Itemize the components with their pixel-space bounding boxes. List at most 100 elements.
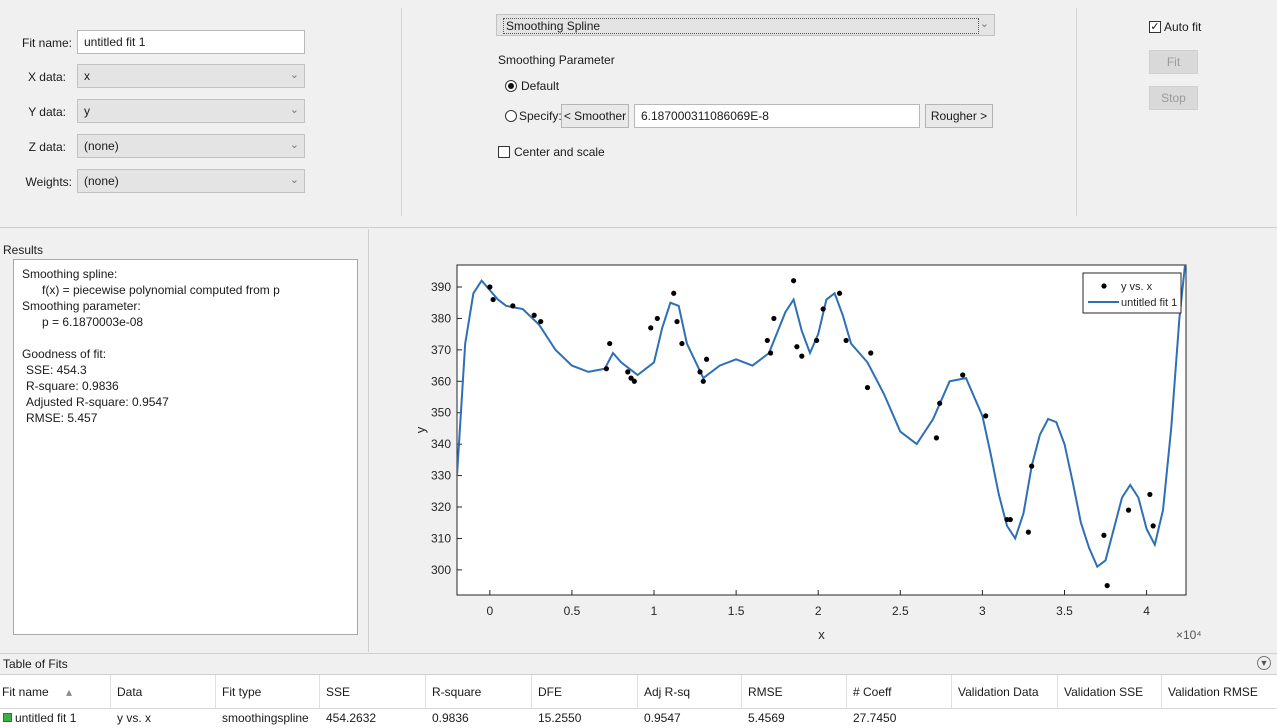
panel-divider [1076,8,1077,216]
data-point [790,278,797,284]
z-data-select[interactable]: (none) ⌄ [77,134,305,158]
results-line: Goodness of fit: [22,347,107,361]
y-tick-label: 350 [431,406,451,420]
column-header[interactable]: Fit type [222,685,262,699]
y-tick-label: 370 [431,343,451,357]
table-of-fits-titlebar: Table of Fits ▼ [0,653,1277,675]
auto-fit-label: Auto fit [1164,20,1202,34]
column-header[interactable]: Adj R-sq [644,685,691,699]
plot-area [456,264,1187,596]
data-point [490,296,496,303]
column-divider [637,675,638,728]
table-cell: 454.2632 [326,711,377,725]
chevron-down-icon: ⌄ [289,174,299,186]
column-header[interactable]: DFE [538,685,562,699]
x-axis-label: x [818,627,825,642]
table-header: Fit name ▴ Data Fit type SSE R-square DFE Adj R… [0,675,1277,728]
collapse-chevron-icon[interactable]: ▼ [1257,656,1271,670]
data-point [648,325,654,331]
legend-label: untitled fit 1 [1121,297,1177,309]
plot-panel: 0 0.5 1 1.5 2 2.5 3 3.5 4 300 310 320 330 340 350 360 37… [370,229,1277,652]
x-tick-label: 3.5 [1056,604,1073,618]
data-point [799,353,805,359]
data-point [1007,516,1013,523]
x-tick-label: 2.5 [892,604,909,618]
default-radio[interactable] [505,80,517,92]
data-point [794,344,800,350]
data-point [697,369,703,375]
data-point [1025,529,1031,535]
column-divider [1057,675,1058,728]
column-header[interactable]: Validation SSE [1064,685,1144,699]
data-point [764,337,770,344]
data-point [531,312,537,318]
x-tick-label: 1.5 [728,604,745,618]
data-point [960,372,966,378]
y-tick-label: 340 [431,437,451,451]
data-point [836,290,843,296]
data-point [813,337,820,344]
fit-status-icon [3,713,12,722]
chevron-down-icon: ⌄ [289,69,299,81]
data-point [771,315,777,322]
fit-plot[interactable]: 0 0.5 1 1.5 2 2.5 3 3.5 4 300 310 320 330 340 350 360 37… [370,229,1277,652]
legend-label: y vs. x [1121,281,1153,293]
data-point [510,303,516,309]
data-point [933,435,940,441]
results-line: p = 6.1870003e-08 [42,315,144,329]
x-data-value: x [84,69,90,83]
data-point [607,340,613,347]
results-line [22,330,349,346]
weights-label: Weights: [25,175,72,189]
column-header[interactable]: R-square [432,685,482,699]
y-data-label: Y data: [28,105,66,119]
data-point [625,369,631,375]
auto-fit-checkbox[interactable]: ✓ [1149,21,1161,33]
column-header[interactable]: Validation Data [958,685,1039,699]
table-row[interactable]: untitled fit 1 y vs. x smoothingspline 454.… [0,709,1277,728]
results-text-box: Smoothing spline: f(x) = piecewise polyno… [13,259,358,635]
data-point [1029,463,1035,469]
weights-select[interactable]: (none) ⌄ [77,169,305,193]
results-line: R-square: 0.9836 [26,379,119,393]
data-point [487,284,493,290]
y-data-select[interactable]: y ⌄ [77,99,305,123]
table-cell: 0.9836 [432,711,469,725]
column-divider [951,675,952,728]
column-header[interactable]: RMSE [748,685,783,699]
data-point [703,356,710,362]
z-data-label: Z data: [28,140,66,154]
fit-button[interactable]: Fit [1149,50,1198,74]
data-point [843,337,849,344]
y-tick-label: 300 [431,563,451,577]
panel-divider [401,8,402,216]
y-axis-label: y [413,426,428,433]
column-header[interactable]: # Coeff [853,685,892,699]
smoother-button[interactable]: < Smoother [561,104,629,128]
specify-radio[interactable] [505,110,517,122]
fit-configuration-panel: Fit name: X data: x ⌄ Y data: y ⌄ Z data… [0,0,1277,228]
data-point [603,366,610,372]
weights-value: (none) [84,174,119,188]
column-header[interactable]: Validation RMSE [1168,685,1258,699]
center-scale-label: Center and scale [514,145,605,159]
x-data-select[interactable]: x ⌄ [77,64,305,88]
column-header[interactable]: Fit name [2,685,49,699]
table-cell: 27.7450 [853,711,897,725]
smoothing-parameter-input[interactable] [634,104,920,128]
center-scale-checkbox[interactable] [498,146,510,158]
data-point [983,413,989,419]
table-cell: smoothingspline [222,711,309,725]
table-cell: untitled fit 1 [15,711,77,725]
results-line: Smoothing parameter: [22,299,141,313]
results-line: SSE: 454.3 [26,363,87,377]
fit-type-select[interactable]: Smoothing Spline ⌄ [496,14,995,36]
stop-button[interactable]: Stop [1149,86,1198,110]
fit-name-input[interactable] [77,30,305,54]
column-header[interactable]: Data [117,685,143,699]
data-point [937,400,943,406]
y-tick-label: 330 [431,469,451,483]
data-point [868,350,874,356]
rougher-button[interactable]: Rougher > [925,104,993,128]
column-header[interactable]: SSE [326,685,351,699]
